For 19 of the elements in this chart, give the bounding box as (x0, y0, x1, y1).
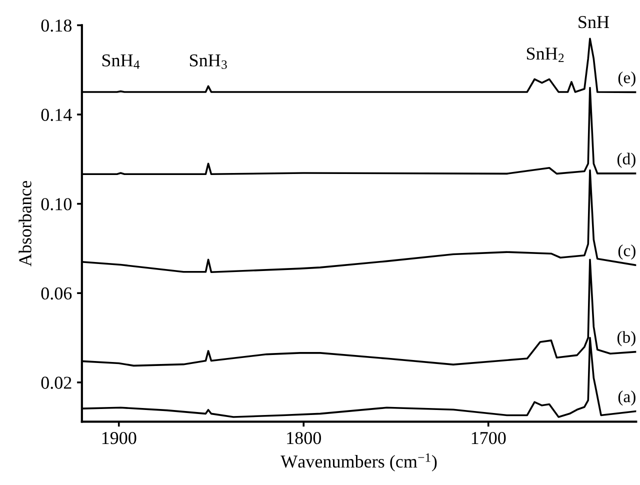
series-label: (c) (618, 244, 636, 260)
annotation: SnH$_{3}$ (190, 54, 227, 69)
y-tick-label: 0.18 (41, 19, 72, 32)
y-tick-label: 0.14 (41, 108, 72, 122)
series-label: (e) (618, 72, 636, 87)
series-label: (a) (618, 390, 636, 406)
y-tick-label: 0.02 (41, 376, 72, 389)
y-tick-label: 0.06 (41, 287, 72, 300)
annotation: SnH (578, 16, 610, 28)
y-tick-label: 0.10 (41, 198, 72, 210)
series-label: (d) (617, 152, 636, 168)
series-label: (b) (617, 331, 636, 346)
x-tick-label: 1800 (287, 432, 321, 444)
annotation: SnH$_{2}$ (526, 48, 564, 62)
annotation: SnH$_{4}$ (102, 54, 140, 69)
y-axis-title: Absorbance (18, 180, 32, 266)
x-tick-label: 1700 (472, 432, 506, 444)
x-tick-label: 1900 (102, 432, 136, 444)
x-axis-title: Wavenumbers (cm$^{−1}$) (280, 453, 437, 472)
